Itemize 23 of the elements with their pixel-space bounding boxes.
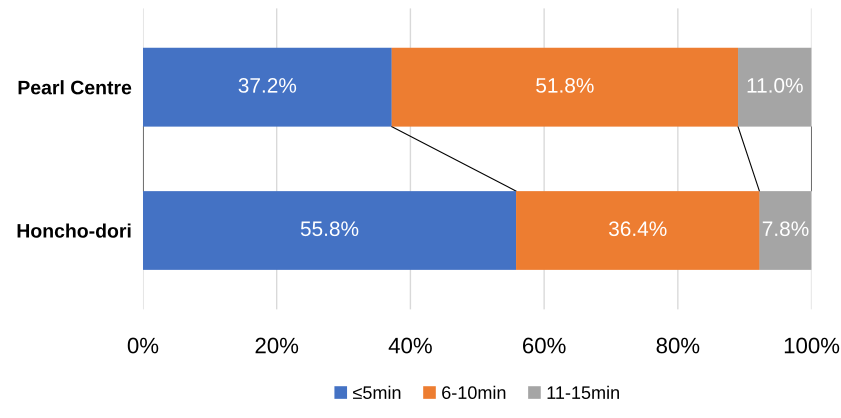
legend-label: 11-15min [548, 386, 619, 400]
y-tick-label: Pearl Centre [18, 80, 132, 94]
bar [738, 48, 812, 127]
bar [142, 48, 392, 127]
legend-label: ≤5min [353, 386, 400, 400]
x-tick-label: 0% [128, 338, 158, 354]
bar [759, 191, 812, 270]
bar [392, 48, 738, 127]
data-label: 11.0% [748, 78, 803, 93]
data-label: 55.8% [300, 221, 358, 236]
data-label: 37.2% [238, 78, 296, 93]
bar [516, 191, 760, 270]
x-tick-label: 80% [656, 338, 700, 354]
y-tick-label: Honcho-dori [18, 223, 130, 238]
x-tick-label: 20% [256, 338, 298, 354]
x-tick-label: 60% [523, 338, 566, 354]
data-label: 36.4% [608, 221, 667, 236]
x-tick-label: 40% [388, 338, 432, 354]
x-tick-label: 100% [784, 338, 840, 354]
data-label: 7.8% [762, 221, 808, 236]
bar [142, 191, 516, 270]
legend-label: 6-10min [442, 386, 506, 400]
data-label: 51.8% [536, 78, 594, 93]
